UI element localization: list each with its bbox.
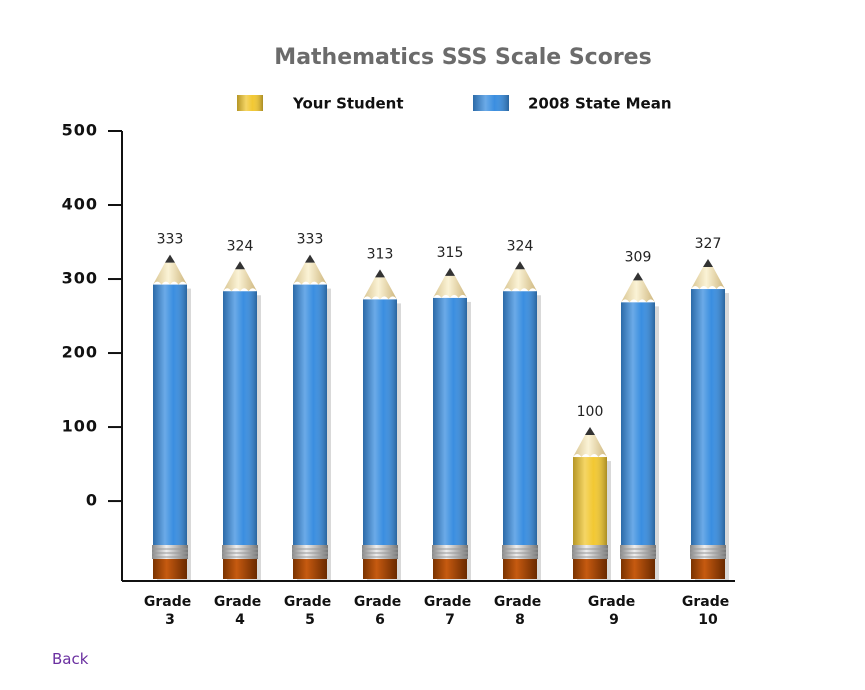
- pencil-eraser: [223, 559, 257, 579]
- legend-label: 2008 State Mean: [528, 95, 672, 113]
- pencil-eraser: [153, 559, 187, 579]
- pencil-eraser: [433, 559, 467, 579]
- value-label: 333: [157, 232, 184, 248]
- pencil-lead: [375, 269, 385, 278]
- pencil-body-shade: [153, 284, 187, 545]
- legend-label: Your Student: [292, 95, 404, 113]
- bar: [152, 254, 191, 581]
- chart-title: Mathematics SSS Scale Scores: [274, 45, 651, 70]
- pencil-lead: [305, 254, 315, 263]
- y-tick-label: 0: [86, 491, 98, 510]
- y-tick-label: 500: [62, 121, 98, 140]
- pencil-wood: [153, 262, 187, 285]
- x-tick-label: Grade 5: [284, 594, 336, 628]
- pencil-lead: [703, 259, 713, 268]
- y-tick-label: 400: [62, 195, 98, 214]
- bar: [572, 427, 611, 581]
- pencil-wood: [223, 269, 257, 292]
- value-label: 327: [695, 236, 722, 252]
- value-label: 309: [625, 249, 652, 265]
- value-label: 324: [227, 238, 254, 254]
- y-tick-label: 200: [62, 343, 98, 362]
- x-tick-label: Grade 7: [424, 594, 476, 628]
- back-link[interactable]: Back: [52, 650, 89, 668]
- bar: [502, 261, 541, 581]
- x-tick-label: Grade 10: [682, 594, 734, 628]
- pencil-body-shade: [621, 302, 655, 545]
- x-tick-label: Grade 9: [588, 594, 640, 628]
- value-label: 333: [297, 232, 324, 248]
- pencil-lead: [165, 254, 175, 263]
- legend-swatch-shade: [237, 95, 263, 111]
- x-tick-label: Grade 3: [144, 594, 196, 628]
- bar: [432, 267, 471, 581]
- pencil-body-shade: [293, 284, 327, 545]
- value-label: 324: [507, 238, 534, 254]
- value-label: 315: [437, 245, 464, 261]
- pencil-body-shade: [691, 289, 725, 545]
- pencil-eraser: [573, 559, 607, 579]
- pencil-wood: [363, 277, 397, 300]
- pencil-wood: [503, 269, 537, 292]
- bar: [362, 269, 401, 581]
- pencil-body-shade: [223, 291, 257, 545]
- pencil-body-shade: [503, 291, 537, 545]
- legend-swatch-shade: [473, 95, 509, 111]
- bar: [690, 259, 729, 581]
- pencil-body-shade: [363, 299, 397, 545]
- pencil-eraser: [293, 559, 327, 579]
- y-tick-label: 100: [62, 417, 98, 436]
- pencil-body-shade: [573, 457, 607, 545]
- pencil-wood: [573, 435, 607, 458]
- x-tick-label: Grade 6: [354, 594, 406, 628]
- pencil-eraser: [363, 559, 397, 579]
- pencil-wood: [433, 275, 467, 298]
- pencil-lead: [445, 267, 455, 276]
- pencil-eraser: [691, 559, 725, 579]
- y-tick-label: 300: [62, 269, 98, 288]
- chart: Mathematics SSS Scale Scores 0 100 200 300 4…: [62, 45, 735, 628]
- pencil-lead: [585, 427, 595, 436]
- pencil-eraser: [621, 559, 655, 579]
- value-label: 100: [577, 404, 604, 420]
- pencil-lead: [515, 261, 525, 270]
- pencil-wood: [293, 262, 327, 285]
- pencil-wood: [621, 280, 655, 303]
- x-tick-label: Grade 4: [214, 594, 266, 628]
- pencil-lead: [235, 261, 245, 270]
- bar: [620, 272, 659, 581]
- pencil-body-shade: [433, 297, 467, 545]
- pencil-lead: [633, 272, 643, 281]
- pencil-wood: [691, 267, 725, 290]
- x-tick-label: Grade 8: [494, 594, 546, 628]
- pencil-eraser: [503, 559, 537, 579]
- bar: [222, 261, 261, 581]
- bar: [292, 254, 331, 581]
- value-label: 313: [367, 246, 394, 262]
